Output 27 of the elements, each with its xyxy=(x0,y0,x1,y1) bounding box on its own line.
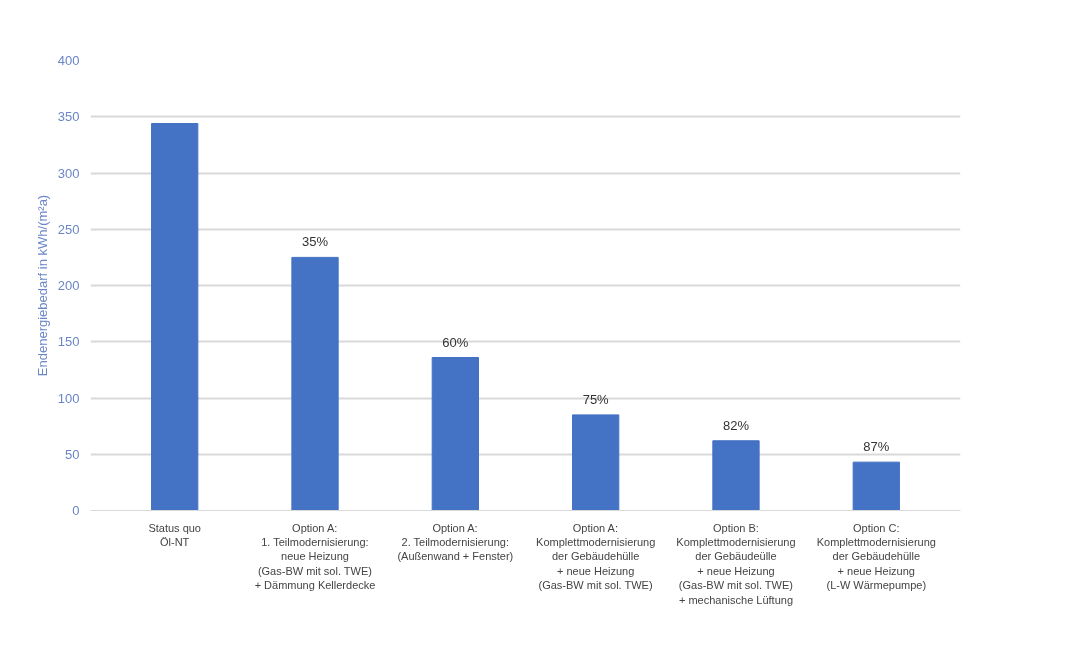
x-tick-label: Option A: Komplettmodernisierung der Gebäudehülle + neue Heizung (Gas-BW mit sol. TWE) xyxy=(536,521,656,592)
y-tick-label: 100 xyxy=(57,390,80,406)
y-tick-label: 50 xyxy=(65,446,80,462)
y-tick-label: 250 xyxy=(57,221,80,237)
bar xyxy=(712,440,760,511)
bar xyxy=(852,461,900,511)
bar xyxy=(151,123,199,511)
y-axis-title: Endenergiebedarf in kWh/(m²a) xyxy=(34,194,50,377)
x-tick-label: Option A: 1. Teilmodernisierung: neue Heizung (Gas-BW mit sol. TWE) + Dämmung Kellerdecke xyxy=(254,521,376,592)
y-tick-label: 0 xyxy=(72,503,80,518)
annotation: 35% xyxy=(302,234,329,250)
y-tick-label: 350 xyxy=(57,109,80,125)
y-tick-label: 200 xyxy=(57,278,80,293)
y-tick-label: 400 xyxy=(57,53,80,68)
bar xyxy=(431,357,479,511)
annotation: 87% xyxy=(863,439,890,455)
bar xyxy=(572,414,620,511)
annotation: 75% xyxy=(582,391,610,407)
annotation: 82% xyxy=(722,417,750,433)
x-tick-label: Option B: Komplettmodernisierung der Gebäudeülle + neue Heizung (Gas-BW mit sol. TWE) + mechanische Lüftung xyxy=(676,521,796,606)
y-tick-label: 150 xyxy=(57,334,80,350)
x-tick-label: Status quo Öl-NT xyxy=(148,521,201,548)
y-tick-label: 300 xyxy=(57,165,80,181)
annotation: 60% xyxy=(442,334,469,350)
x-tick-label: Option A: 2. Teilmodernisierung: (Außenwand + Fenster) xyxy=(397,521,514,563)
x-tick-label: Option C: Komplettmodernisierung der Gebäudehülle + neue Heizung (L-W Wärmepumpe) xyxy=(816,521,936,592)
bar xyxy=(291,256,339,511)
